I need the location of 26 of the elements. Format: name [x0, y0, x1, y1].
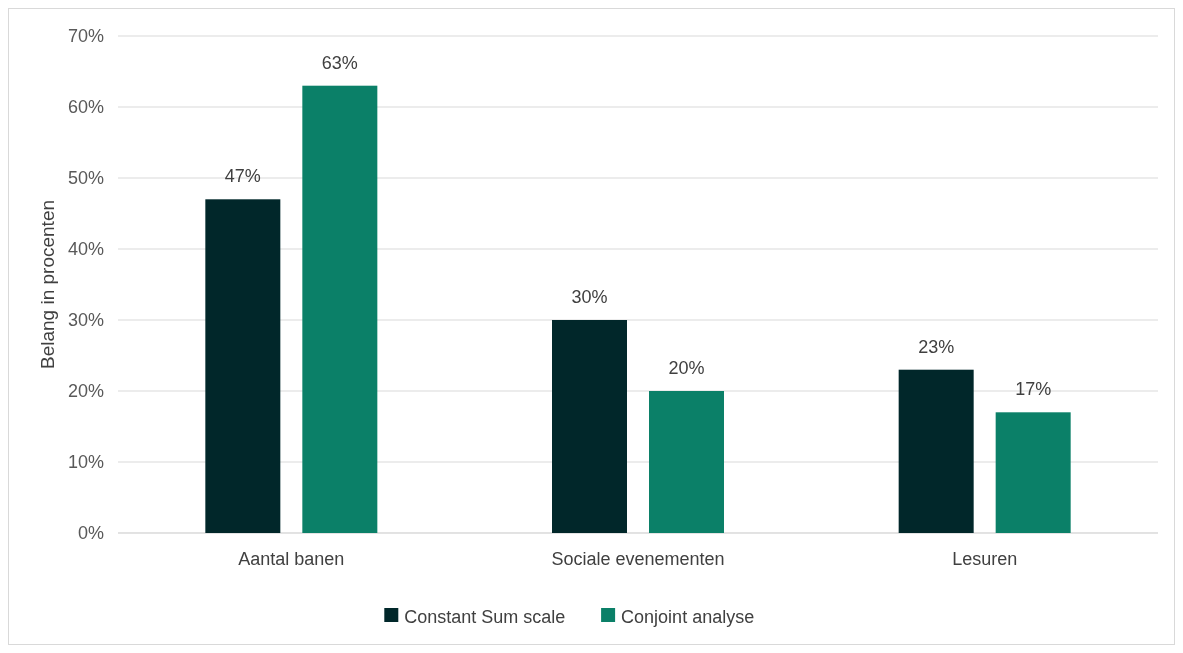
y-tick-label: 60%	[67, 97, 104, 118]
bar	[649, 391, 724, 533]
bar	[205, 199, 281, 533]
x-tick-label: Lesuren	[952, 549, 1018, 569]
text: 20%	[668, 358, 705, 378]
y-axis-title: Belang in procenten	[37, 199, 58, 370]
bar	[552, 320, 627, 533]
text: 63%	[321, 52, 358, 73]
y-tick-label: 0%	[77, 523, 104, 544]
bar	[898, 369, 974, 533]
text: 30%	[571, 287, 608, 307]
text: 23%	[918, 336, 955, 357]
y-tick-label: 10%	[67, 452, 104, 473]
legend-label: Conjoint analyse	[621, 607, 755, 628]
y-tick-label: 50%	[67, 168, 104, 189]
y-tick-label: 70%	[67, 26, 104, 47]
text: 47%	[224, 166, 261, 187]
text: 17%	[1015, 379, 1052, 400]
bar	[995, 412, 1071, 533]
y-tick-label: 30%	[67, 310, 104, 331]
y-tick-label: 20%	[67, 381, 104, 402]
y-tick-label: 40%	[67, 239, 104, 260]
x-tick-label: Sociale evenementen	[551, 549, 725, 569]
x-tick-label: Aantal banen	[238, 549, 345, 569]
bar	[302, 85, 378, 533]
legend-label: Constant Sum scale	[404, 607, 566, 628]
